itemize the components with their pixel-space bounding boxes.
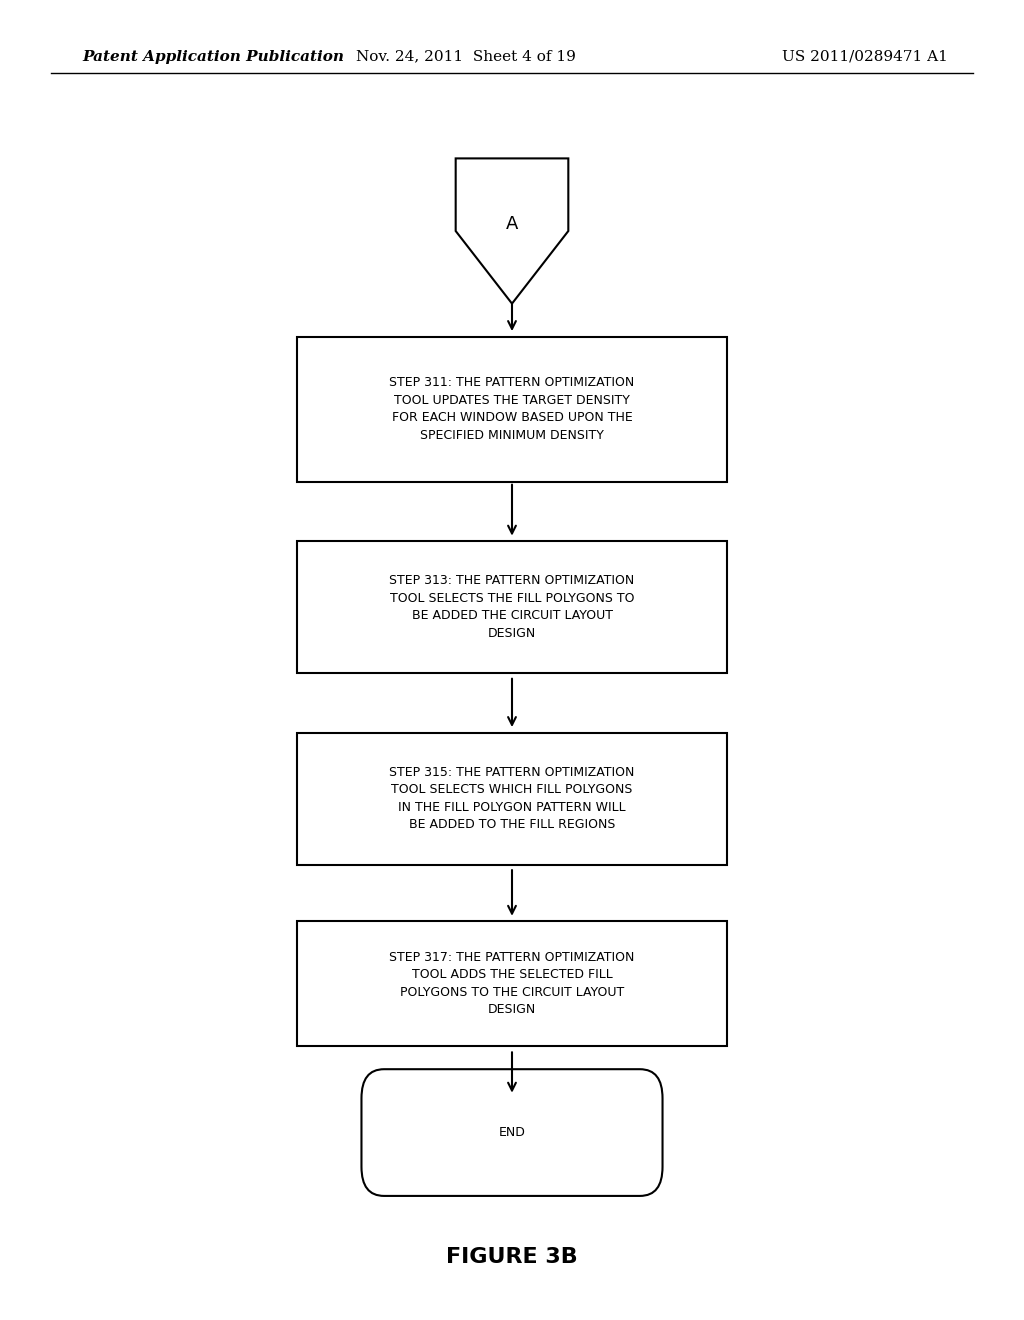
- FancyBboxPatch shape: [297, 337, 727, 482]
- Text: STEP 311: THE PATTERN OPTIMIZATION
TOOL UPDATES THE TARGET DENSITY
FOR EACH WIND: STEP 311: THE PATTERN OPTIMIZATION TOOL …: [389, 376, 635, 442]
- Text: A: A: [506, 215, 518, 232]
- Text: END: END: [499, 1126, 525, 1139]
- Text: US 2011/0289471 A1: US 2011/0289471 A1: [782, 50, 948, 63]
- FancyBboxPatch shape: [297, 541, 727, 673]
- FancyBboxPatch shape: [361, 1069, 663, 1196]
- FancyBboxPatch shape: [297, 921, 727, 1045]
- Text: FIGURE 3B: FIGURE 3B: [446, 1246, 578, 1267]
- Text: STEP 313: THE PATTERN OPTIMIZATION
TOOL SELECTS THE FILL POLYGONS TO
BE ADDED TH: STEP 313: THE PATTERN OPTIMIZATION TOOL …: [389, 574, 635, 640]
- Text: Patent Application Publication: Patent Application Publication: [82, 50, 344, 63]
- Text: STEP 317: THE PATTERN OPTIMIZATION
TOOL ADDS THE SELECTED FILL
POLYGONS TO THE C: STEP 317: THE PATTERN OPTIMIZATION TOOL …: [389, 950, 635, 1016]
- Text: Nov. 24, 2011  Sheet 4 of 19: Nov. 24, 2011 Sheet 4 of 19: [356, 50, 575, 63]
- Text: STEP 315: THE PATTERN OPTIMIZATION
TOOL SELECTS WHICH FILL POLYGONS
IN THE FILL : STEP 315: THE PATTERN OPTIMIZATION TOOL …: [389, 766, 635, 832]
- FancyBboxPatch shape: [297, 733, 727, 865]
